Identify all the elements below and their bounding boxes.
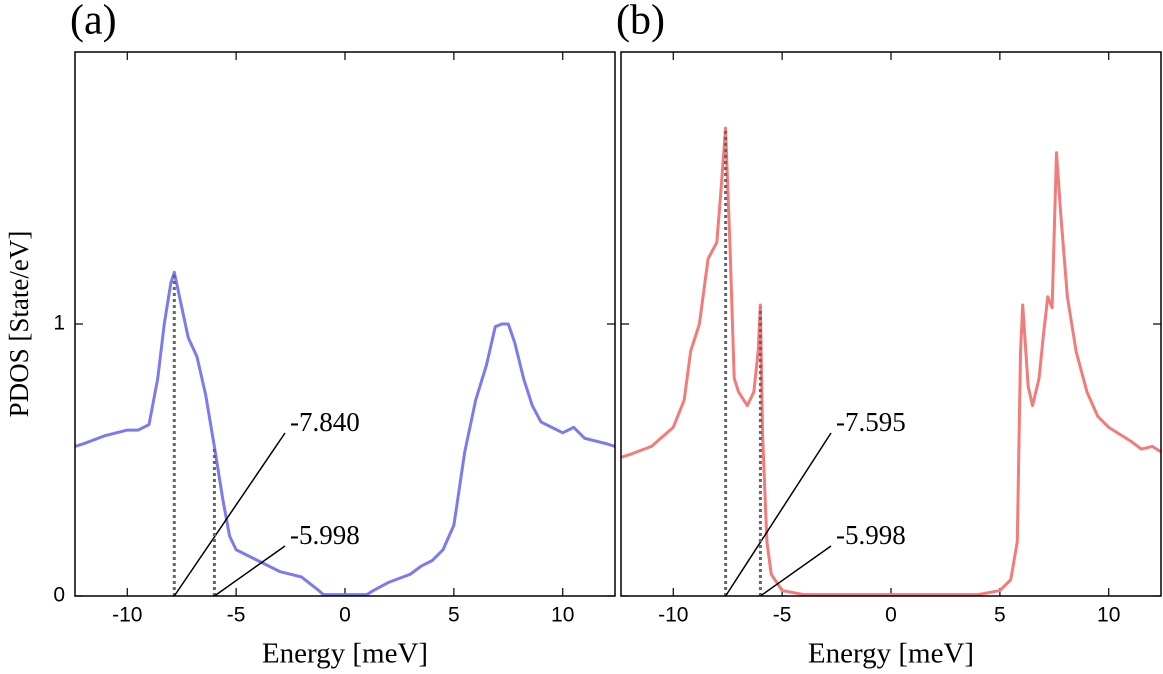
- annotation-label: -5.998: [836, 520, 906, 550]
- x-tick-label: 0: [339, 604, 351, 627]
- leader-line: [173, 432, 286, 597]
- x-axis-label: Energy [meV]: [808, 638, 974, 670]
- plot-frame: [74, 51, 616, 597]
- y-tick-label: 0: [53, 584, 65, 607]
- data-line: [620, 126, 1162, 597]
- data-line: [74, 270, 616, 597]
- x-tick-label: 0: [885, 604, 897, 627]
- y-tick-label: 1: [53, 312, 65, 335]
- annotation-label: -7.840: [290, 407, 360, 437]
- x-axis-label: Energy [meV]: [262, 638, 428, 670]
- x-tick-label: 10: [1097, 604, 1120, 627]
- leader-line: [759, 545, 832, 597]
- x-tick-label: 5: [994, 604, 1006, 627]
- panel-label: (a): [70, 0, 117, 44]
- leader-line: [724, 432, 832, 597]
- panel-label: (b): [616, 0, 665, 44]
- x-tick-label: 10: [551, 604, 574, 627]
- plot-frame: [620, 51, 1162, 597]
- x-tick-label: -5: [227, 604, 246, 627]
- annotation-label: -5.998: [290, 520, 360, 550]
- x-tick-label: 5: [448, 604, 460, 627]
- y-axis-label: PDOS [State/eV]: [4, 231, 34, 418]
- x-tick-label: -5: [773, 604, 792, 627]
- x-tick-label: -10: [112, 604, 142, 627]
- x-tick-label: -10: [658, 604, 688, 627]
- annotation-label: -7.595: [836, 407, 906, 437]
- leader-line: [213, 545, 286, 597]
